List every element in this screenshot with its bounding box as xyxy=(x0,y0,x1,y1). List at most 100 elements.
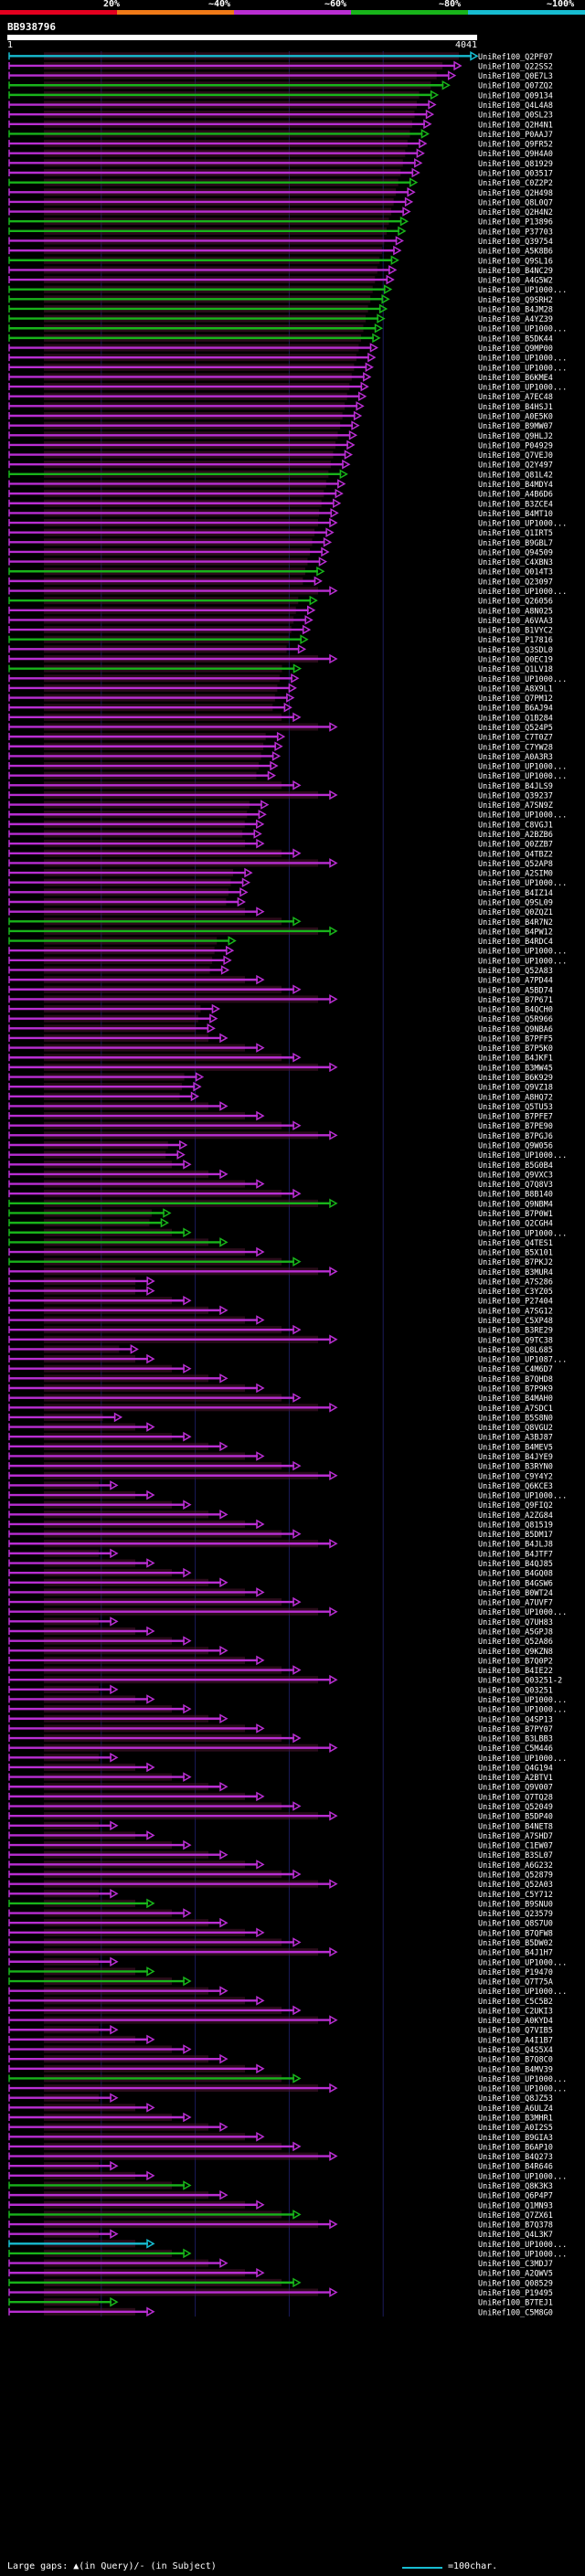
hit-end-arrow xyxy=(292,1937,302,1947)
hit-end-arrow xyxy=(219,1510,229,1520)
hit-end-arrow xyxy=(219,1169,229,1180)
hit-label: UniRef100_Q5TU53 xyxy=(478,1103,553,1112)
hit-end-arrow xyxy=(253,829,262,839)
hit-label: UniRef100_Q23097 xyxy=(478,578,553,587)
hit-label: UniRef100_Q7UH83 xyxy=(478,1618,553,1627)
hit-label: UniRef100_A0KYD4 xyxy=(478,2017,553,2026)
hit-end-arrow xyxy=(110,1753,119,1763)
hit-end-arrow xyxy=(244,867,253,878)
hit-label: UniRef100_B5DP40 xyxy=(478,1813,553,1822)
hit-end-arrow xyxy=(256,1723,265,1733)
hit-label: UniRef100_UP1087... xyxy=(478,1356,567,1365)
hit-end-arrow xyxy=(292,1120,302,1131)
hit-label: UniRef100_B7PKJ2 xyxy=(478,1258,553,1267)
hit-end-arrow xyxy=(183,1636,192,1646)
hit-end-arrow xyxy=(329,1130,338,1140)
hit-end-arrow xyxy=(160,1217,169,1228)
hit-label: UniRef100_C5XP48 xyxy=(478,1317,553,1326)
hit-end-arrow xyxy=(179,1140,188,1150)
hit-end-arrow xyxy=(329,2219,338,2230)
hit-end-arrow xyxy=(292,848,302,859)
hit-end-arrow xyxy=(176,1150,186,1160)
hit-end-arrow xyxy=(256,1315,265,1325)
hit-end-arrow xyxy=(292,2210,302,2220)
hit-end-arrow xyxy=(325,527,335,537)
hit-label: UniRef100_B5X101 xyxy=(478,1249,553,1258)
hit-label: UniRef100_UP1000... xyxy=(478,2075,567,2084)
hit-label: UniRef100_Q07ZQ2 xyxy=(478,82,553,91)
scale-segment-60-80 xyxy=(351,10,468,15)
hit-label: UniRef100_B3RE29 xyxy=(478,1327,553,1336)
hit-label: UniRef100_A5K8B6 xyxy=(478,248,553,257)
hit-label: UniRef100_UP1000... xyxy=(478,675,567,684)
footer: Large gaps: ▲(in Query)/- (in Subject) =… xyxy=(7,2561,578,2574)
hit-label: UniRef100_A7SG12 xyxy=(478,1307,553,1316)
hit-end-arrow xyxy=(402,207,411,217)
hit-end-arrow xyxy=(219,1033,229,1044)
hit-end-arrow xyxy=(256,1655,265,1666)
hit-label: UniRef100_C8VGJ1 xyxy=(478,821,553,830)
hit-label: UniRef100_Q81519 xyxy=(478,1521,553,1530)
hit-end-arrow xyxy=(146,2170,155,2181)
hit-label: UniRef100_B7P9K9 xyxy=(478,1385,553,1394)
hit-label: UniRef100_UP1000... xyxy=(478,811,567,821)
hit-label: UniRef100_A8HQ72 xyxy=(478,1093,553,1102)
hit-label: UniRef100_B4GQ08 xyxy=(478,1570,553,1579)
hit-label: UniRef100_Q0ZQZ1 xyxy=(478,908,553,917)
hit-end-arrow xyxy=(256,1383,265,1394)
hit-end-arrow xyxy=(146,1286,155,1296)
hit-label: UniRef100_Q5R966 xyxy=(478,1015,553,1024)
hit-label: UniRef100_Q8K3K3 xyxy=(478,2182,553,2191)
hit-end-arrow xyxy=(256,1246,265,1257)
hit-label: UniRef100_B7PGJ6 xyxy=(478,1132,553,1141)
hit-label: UniRef100_B4MV39 xyxy=(478,2065,553,2074)
hit-label: UniRef100_P0AAJ7 xyxy=(478,131,553,140)
hit-label: UniRef100_C4M6D7 xyxy=(478,1365,553,1374)
hit-end-arrow xyxy=(292,1460,302,1471)
hit-label: UniRef100_Q39754 xyxy=(478,238,553,247)
hit-end-arrow xyxy=(453,60,463,71)
hit-label: UniRef100_B5DK44 xyxy=(478,334,553,344)
scale-segment-80-100 xyxy=(468,10,585,15)
hit-label: UniRef100_Q7PM12 xyxy=(478,694,553,704)
hit-end-arrow xyxy=(288,683,297,694)
hit-end-arrow xyxy=(309,595,318,606)
hit-end-arrow xyxy=(360,381,369,392)
hit-end-arrow xyxy=(292,780,302,790)
hit-end-arrow xyxy=(146,1558,155,1568)
hit-label: UniRef100_Q7TQ28 xyxy=(478,1793,553,1802)
hit-label: UniRef100_UP1000... xyxy=(478,2172,567,2181)
hit-label: UniRef100_Q0ZZB7 xyxy=(478,841,553,850)
hit-label: UniRef100_B4R7N2 xyxy=(478,918,553,928)
hit-end-arrow xyxy=(390,255,399,266)
hit-end-arrow xyxy=(292,1324,302,1335)
hit-label: UniRef100_A4YZ39 xyxy=(478,315,553,324)
hit-label: UniRef100_B7Q378 xyxy=(478,2221,553,2231)
hit-end-arrow xyxy=(183,1431,192,1442)
hit-end-arrow xyxy=(292,1393,302,1403)
hit-end-arrow xyxy=(183,1363,192,1374)
hit-label: UniRef100_UP1000... xyxy=(478,364,567,373)
hit-label: UniRef100_C4XBN3 xyxy=(478,558,553,567)
hit-end-arrow xyxy=(292,2277,302,2288)
hit-label: UniRef100_Q2H498 xyxy=(478,189,553,198)
hit-label: UniRef100_Q524P5 xyxy=(478,724,553,733)
hit-label: UniRef100_A4I1B7 xyxy=(478,2036,553,2045)
hit-end-arrow xyxy=(219,1917,229,1928)
hit-end-arrow xyxy=(219,2053,229,2064)
hit-label: UniRef100_B4JTF7 xyxy=(478,1550,553,1559)
hit-label: UniRef100_A6VAA3 xyxy=(478,617,553,626)
hit-end-arrow xyxy=(304,615,314,625)
hit-label: UniRef100_Q6KCE3 xyxy=(478,1482,553,1491)
hit-label: UniRef100_B7Q0P2 xyxy=(478,1657,553,1666)
hit-end-arrow xyxy=(292,2073,302,2083)
hit-end-arrow xyxy=(329,1946,338,1957)
hit-end-arrow xyxy=(261,800,270,810)
hit-end-arrow xyxy=(404,196,414,207)
hit-end-arrow xyxy=(219,2189,229,2200)
hit-end-arrow xyxy=(219,1237,229,1247)
hit-label: UniRef100_Q6P4P7 xyxy=(478,2192,553,2201)
hit-label: UniRef100_B5S8N0 xyxy=(478,1414,553,1423)
hit-end-arrow xyxy=(276,731,286,742)
hit-end-arrow xyxy=(329,2015,338,2025)
